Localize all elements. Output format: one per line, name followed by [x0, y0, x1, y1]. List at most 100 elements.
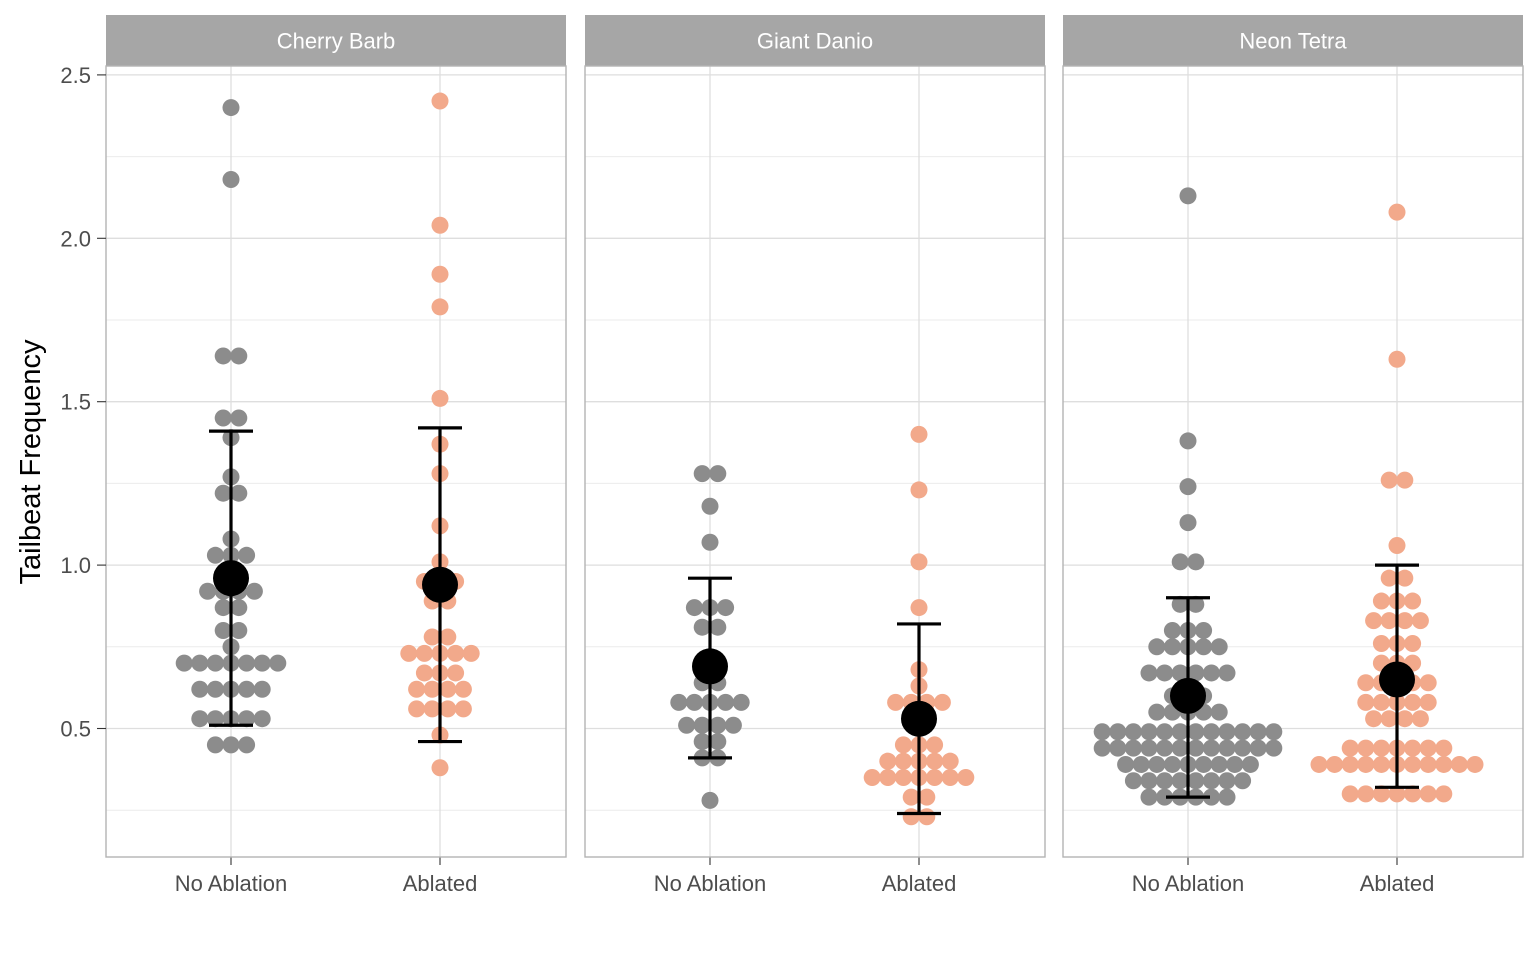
data-point: [709, 618, 727, 636]
data-point: [447, 644, 465, 662]
data-point: [709, 716, 727, 734]
panel-background: [1063, 66, 1523, 857]
data-point: [910, 481, 928, 499]
data-point: [685, 599, 703, 617]
data-point: [1396, 569, 1414, 587]
facet-panel: Cherry Barb No Ablation Ablated: [105, 15, 567, 896]
data-point: [238, 736, 256, 754]
data-point: [1124, 739, 1142, 757]
data-point: [1372, 635, 1390, 653]
data-point: [1187, 723, 1205, 741]
data-point: [238, 654, 256, 672]
data-point: [1218, 772, 1236, 790]
data-point: [1195, 755, 1213, 773]
x-tick-label: Ablated: [403, 871, 478, 896]
data-point: [1380, 710, 1398, 728]
data-point: [693, 716, 711, 734]
data-point: [1187, 664, 1205, 682]
data-point: [879, 752, 897, 770]
data-point: [1234, 772, 1252, 790]
data-point: [230, 599, 248, 617]
mean-point: [1379, 661, 1415, 698]
data-point: [1218, 739, 1236, 757]
data-point: [1388, 785, 1406, 803]
data-point: [1202, 664, 1220, 682]
data-point: [941, 752, 959, 770]
data-point: [1450, 755, 1468, 773]
data-point: [1210, 755, 1228, 773]
data-point: [941, 769, 959, 787]
data-point: [926, 752, 944, 770]
y-axis-title: Tailbeat Frequency: [15, 339, 47, 585]
data-point: [1435, 755, 1453, 773]
data-point: [1388, 536, 1406, 554]
data-point: [693, 465, 711, 483]
data-point: [1396, 612, 1414, 630]
data-point: [206, 654, 224, 672]
x-tick-label: Ablated: [1360, 871, 1435, 896]
data-point: [238, 546, 256, 564]
data-point: [1265, 739, 1283, 757]
data-point: [894, 736, 912, 754]
data-point: [408, 700, 426, 718]
data-point: [1419, 755, 1437, 773]
data-point: [1179, 514, 1197, 532]
mean-point: [901, 700, 937, 737]
data-point: [1218, 788, 1236, 806]
data-point: [717, 693, 735, 711]
x-tick-label: No Ablation: [654, 871, 767, 896]
data-point: [1419, 785, 1437, 803]
data-point: [926, 769, 944, 787]
data-point: [732, 693, 750, 711]
data-point: [1372, 592, 1390, 610]
data-point: [902, 788, 920, 806]
data-point: [902, 808, 920, 826]
data-point: [1404, 693, 1422, 711]
data-point: [1202, 723, 1220, 741]
data-point: [918, 788, 936, 806]
panel-border: [1062, 65, 1524, 858]
panel-border: [105, 65, 567, 858]
data-point: [230, 621, 248, 639]
data-point: [415, 664, 433, 682]
y-tick-label: 0.5: [60, 717, 91, 742]
data-point: [1171, 739, 1189, 757]
data-point: [1218, 723, 1236, 741]
data-point: [1140, 739, 1158, 757]
data-point: [1210, 638, 1228, 656]
data-point: [1117, 755, 1135, 773]
data-point: [415, 644, 433, 662]
data-point: [701, 533, 719, 551]
data-point: [1124, 723, 1142, 741]
data-point: [1419, 739, 1437, 757]
data-point: [439, 680, 457, 698]
axis-layer: 0.5 1.0 1.5 2.0 2.5: [60, 63, 106, 742]
facet-strip-title: Neon Tetra: [1239, 29, 1347, 54]
data-point: [253, 680, 271, 698]
data-point: [1357, 755, 1375, 773]
data-point: [1148, 755, 1166, 773]
data-point: [1156, 788, 1174, 806]
data-point: [1404, 785, 1422, 803]
data-point: [1372, 739, 1390, 757]
data-point: [214, 409, 232, 427]
data-point: [1132, 755, 1150, 773]
data-point: [222, 99, 240, 117]
data-point: [222, 736, 240, 754]
data-point: [1249, 723, 1267, 741]
data-point: [462, 644, 480, 662]
data-point: [439, 700, 457, 718]
data-point: [678, 716, 696, 734]
data-point: [1310, 755, 1328, 773]
data-point: [910, 553, 928, 571]
data-point: [1404, 635, 1422, 653]
data-point: [1148, 703, 1166, 721]
data-point: [1187, 739, 1205, 757]
data-point: [1411, 612, 1429, 630]
data-point: [863, 769, 881, 787]
data-point: [230, 347, 248, 365]
data-point: [431, 265, 449, 283]
data-point: [879, 769, 897, 787]
data-point: [253, 710, 271, 728]
